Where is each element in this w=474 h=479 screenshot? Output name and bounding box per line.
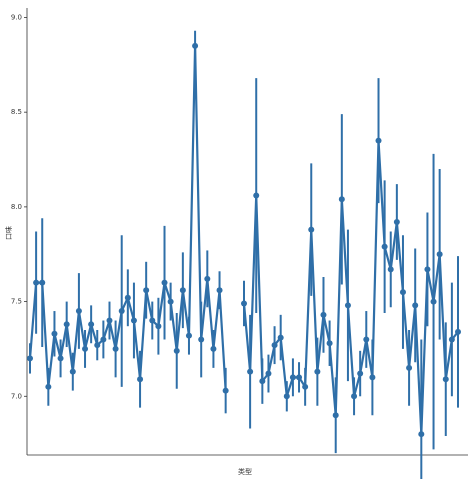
point bbox=[436, 251, 443, 258]
line bbox=[242, 140, 459, 435]
point bbox=[357, 370, 364, 377]
point bbox=[283, 393, 290, 400]
point bbox=[210, 345, 217, 352]
point bbox=[45, 383, 52, 390]
point bbox=[375, 137, 382, 144]
point bbox=[51, 330, 58, 337]
point bbox=[289, 374, 296, 381]
y-tick-label: 8.5 bbox=[11, 108, 22, 116]
point bbox=[100, 336, 107, 343]
y-tick-label: 7.0 bbox=[11, 392, 22, 400]
point bbox=[143, 287, 150, 294]
point bbox=[387, 266, 394, 273]
point bbox=[167, 298, 174, 305]
point bbox=[369, 374, 376, 381]
x-axis-label: 类型 bbox=[238, 467, 252, 476]
point bbox=[149, 317, 156, 324]
y-tick-label: 8.0 bbox=[11, 203, 22, 211]
point bbox=[155, 323, 162, 330]
point bbox=[216, 287, 223, 294]
point bbox=[448, 336, 455, 343]
point bbox=[39, 279, 46, 286]
point bbox=[332, 412, 339, 419]
point bbox=[173, 347, 180, 354]
point bbox=[241, 300, 247, 307]
y-tick-label: 7.5 bbox=[11, 298, 22, 306]
point bbox=[204, 275, 211, 282]
point bbox=[338, 196, 345, 203]
point bbox=[302, 383, 309, 390]
point bbox=[253, 192, 260, 199]
point bbox=[326, 340, 333, 347]
point bbox=[106, 317, 113, 324]
point bbox=[308, 226, 315, 233]
point bbox=[455, 328, 461, 335]
point bbox=[69, 368, 76, 375]
point bbox=[271, 342, 278, 349]
point bbox=[198, 336, 205, 343]
point bbox=[27, 355, 33, 362]
point bbox=[137, 376, 144, 383]
point bbox=[130, 317, 137, 324]
point bbox=[247, 368, 254, 375]
point bbox=[94, 342, 101, 349]
point bbox=[430, 298, 437, 305]
point bbox=[277, 334, 284, 341]
point bbox=[124, 294, 131, 301]
y-tick-label: 9.0 bbox=[11, 13, 22, 21]
point bbox=[418, 431, 425, 438]
point bbox=[406, 364, 413, 371]
point bbox=[344, 302, 351, 309]
point bbox=[75, 308, 82, 315]
point bbox=[412, 302, 419, 309]
point bbox=[314, 368, 321, 375]
line bbox=[28, 45, 227, 391]
point bbox=[88, 321, 95, 328]
point bbox=[442, 376, 449, 383]
point bbox=[393, 219, 400, 226]
point bbox=[161, 279, 168, 286]
point bbox=[57, 355, 64, 362]
point bbox=[381, 243, 388, 250]
point bbox=[82, 345, 89, 352]
point bbox=[222, 387, 229, 394]
point bbox=[63, 321, 70, 328]
point bbox=[296, 374, 303, 381]
point bbox=[363, 336, 370, 343]
point bbox=[351, 393, 358, 400]
point bbox=[259, 378, 266, 385]
point bbox=[179, 287, 186, 294]
y-axis-label: 口味 bbox=[4, 226, 13, 240]
point bbox=[118, 308, 125, 315]
point bbox=[424, 266, 431, 273]
point bbox=[192, 42, 199, 49]
point bbox=[320, 311, 327, 318]
point bbox=[399, 289, 406, 296]
point bbox=[265, 370, 272, 377]
point bbox=[33, 279, 40, 286]
point bbox=[112, 345, 119, 352]
point bbox=[185, 332, 192, 339]
